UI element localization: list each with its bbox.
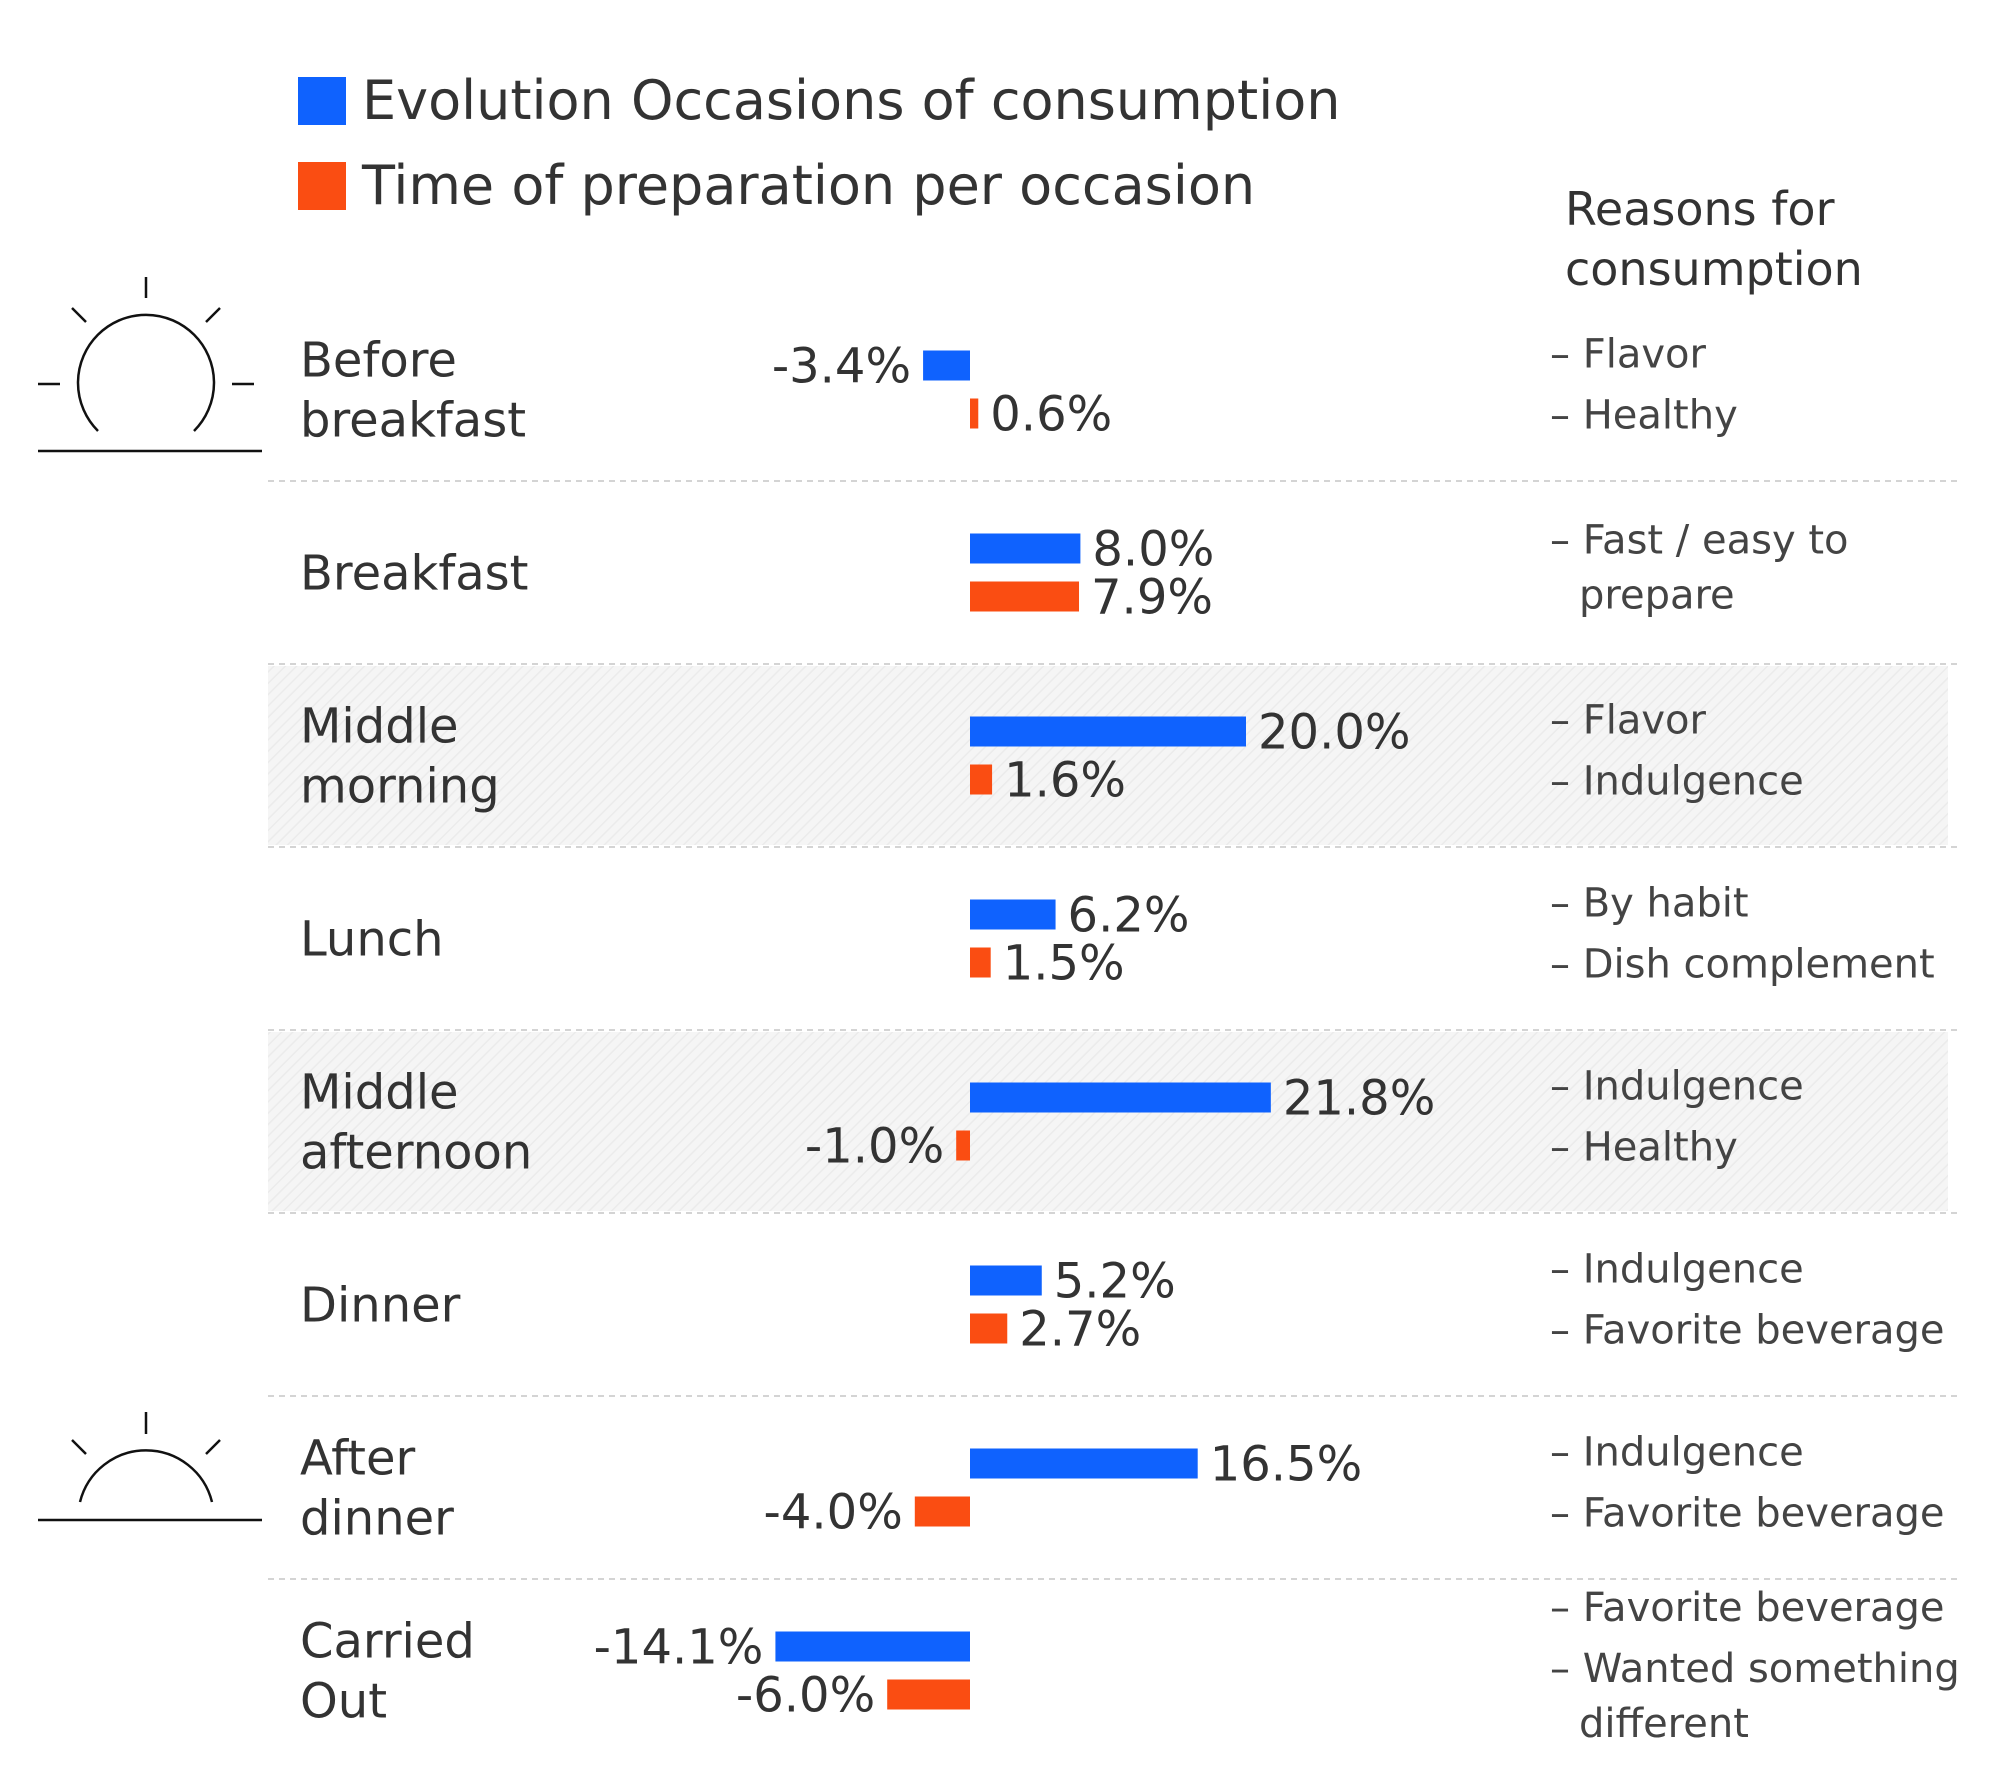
preparation-value-label: -6.0% (736, 1668, 875, 1724)
row-dinner: Dinner 5.2%2.7% – Indulgence – Favorite bev… (300, 1247, 1945, 1358)
sunrise-icon (38, 277, 262, 453)
evolution-value-label: 5.2% (1054, 1254, 1176, 1310)
evolution-bar (970, 533, 1081, 564)
category-label: Middle afternoon (300, 1065, 532, 1181)
preparation-bar (970, 764, 993, 795)
category-label: Middle morning (300, 699, 500, 815)
legend-swatch-preparation (298, 162, 346, 210)
preparation-bar (887, 1679, 970, 1710)
row-shading (268, 666, 1948, 845)
row-carried-out: Carried Out -14.1%-6.0% – Favorite beverage… (300, 1585, 1960, 1747)
legend: Evolution Occasions of consumption Time … (298, 69, 1340, 217)
row-middle-afternoon: Middle afternoon 21.8% -1.0% – Indulgence – H… (300, 1064, 1804, 1181)
evolution-value-label: 6.2% (1068, 888, 1190, 944)
legend-swatch-evolution (298, 77, 346, 125)
row-shading (268, 1032, 1948, 1211)
preparation-value-label: 7.9% (1091, 570, 1213, 626)
evolution-bar (970, 1448, 1198, 1479)
evolution-bar (970, 716, 1246, 747)
row-before-breakfast: Before breakfast -3.4% 0.6% – Flavor – Health… (300, 332, 1738, 449)
evolution-bar (970, 1082, 1271, 1113)
row-breakfast: Breakfast 8.0%7.9% – Fast / easy to prepare (300, 518, 1849, 626)
preparation-bar (970, 581, 1080, 612)
category-label: Lunch (300, 912, 444, 968)
row-lunch: Lunch 6.2%1.5% – By habit – Dish complement (300, 881, 1935, 992)
reasons-list: – Indulgence – Favorite beverage (1550, 1247, 1945, 1354)
preparation-value-label: 1.5% (1003, 936, 1125, 992)
preparation-value-label: -1.0% (805, 1119, 944, 1175)
preparation-value-label: -4.0% (764, 1485, 903, 1541)
preparation-value-label: 2.7% (1019, 1302, 1141, 1358)
evolution-value-label: -14.1% (594, 1620, 764, 1676)
category-label: After dinner (300, 1431, 454, 1547)
preparation-bar (970, 398, 979, 429)
evolution-value-label: 20.0% (1258, 705, 1410, 761)
reasons-list: – Indulgence – Favorite beverage (1550, 1430, 1945, 1537)
sunset-icon (38, 1412, 262, 1522)
preparation-bar (970, 1313, 1008, 1344)
preparation-value-label: 1.6% (1004, 753, 1126, 809)
evolution-value-label: -3.4% (772, 339, 911, 395)
reasons-list: – Flavor – Indulgence (1550, 698, 1804, 805)
evolution-value-label: 8.0% (1092, 522, 1214, 578)
reasons-list: – Fast / easy to prepare (1550, 518, 1849, 619)
reasons-list: – Favorite beverage – Wanted something dif… (1550, 1585, 1960, 1747)
category-label: Carried Out (300, 1614, 475, 1730)
evolution-bar (970, 899, 1056, 930)
reasons-list: – By habit – Dish complement (1550, 881, 1935, 988)
evolution-bar (970, 1265, 1042, 1296)
reasons-list: – Flavor – Healthy (1550, 332, 1738, 439)
evolution-value-label: 21.8% (1283, 1071, 1435, 1127)
legend-label-preparation: Time of preparation per occasion (361, 154, 1255, 217)
evolution-value-label: 16.5% (1210, 1437, 1362, 1493)
preparation-bar (914, 1496, 970, 1527)
preparation-bar (970, 947, 991, 978)
preparation-value-label: 0.6% (990, 387, 1112, 443)
row-middle-morning: Middle morning 20.0% 1.6% – Flavor – Indulgen… (300, 698, 1804, 815)
evolution-bar (775, 1631, 970, 1662)
category-label: Dinner (300, 1278, 461, 1334)
evolution-bar (923, 350, 970, 381)
category-label: Breakfast (300, 546, 529, 602)
reasons-list: – Indulgence – Healthy (1550, 1064, 1804, 1171)
category-label: Before breakfast (300, 333, 526, 449)
preparation-bar (956, 1130, 970, 1161)
legend-label-evolution: Evolution Occasions of consumption (362, 69, 1340, 132)
reasons-header: Reasons for consumption (1565, 182, 1863, 296)
row-after-dinner: After dinner 16.5% -4.0% – Indulgence – Favor… (300, 1430, 1945, 1547)
